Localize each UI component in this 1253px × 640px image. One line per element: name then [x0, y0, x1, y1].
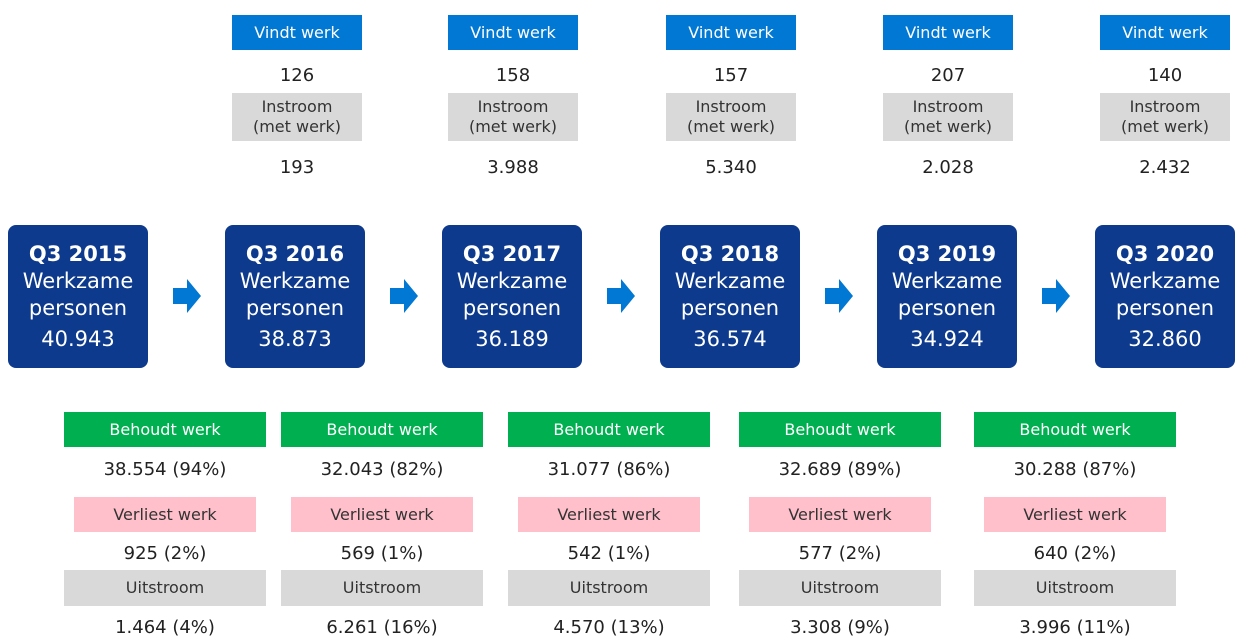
keep-label: Behoudt werk — [64, 412, 266, 447]
period-box: Q3 2016 Werkzame personen 38.873 — [225, 225, 365, 368]
period-box: Q3 2020 Werkzame personen 32.860 — [1095, 225, 1235, 368]
period-label: Werkzame personen — [891, 268, 1003, 320]
out-value: 3.308 (9%) — [790, 616, 890, 638]
lose-label: Verliest werk — [984, 497, 1166, 532]
period-label: Werkzame personen — [456, 268, 568, 320]
keep-value: 32.043 (82%) — [320, 458, 444, 480]
found-value: 157 — [713, 64, 749, 86]
out-label: Uitstroom — [974, 570, 1176, 606]
keep-label: Behoudt werk — [739, 412, 941, 447]
out-value: 3.996 (11%) — [1019, 616, 1131, 638]
out-value: 4.570 (13%) — [553, 616, 665, 638]
keep-label: Behoudt werk — [508, 412, 710, 447]
period-quarter: Q3 2016 — [245, 241, 345, 266]
out-label: Uitstroom — [64, 570, 266, 606]
lose-value: 569 (1%) — [340, 542, 424, 564]
arrow — [824, 279, 853, 313]
found-label: Vindt werk — [448, 15, 578, 50]
found-label: Vindt werk — [232, 15, 362, 50]
period-quarter: Q3 2018 — [680, 241, 780, 266]
out-value: 6.261 (16%) — [326, 616, 438, 638]
keep-label: Behoudt werk — [281, 412, 483, 447]
lose-label: Verliest werk — [749, 497, 931, 532]
out-value: 1.464 (4%) — [115, 616, 215, 638]
arrow — [172, 279, 201, 313]
found-label: Vindt werk — [883, 15, 1013, 50]
inflow-value: 193 — [279, 156, 315, 178]
out-label: Uitstroom — [739, 570, 941, 606]
keep-value: 32.689 (89%) — [778, 458, 902, 480]
period-label: Werkzame personen — [674, 268, 786, 320]
lose-value: 640 (2%) — [1033, 542, 1117, 564]
found-value: 126 — [279, 64, 315, 86]
inflow-label: Instroom (met werk) — [232, 93, 362, 141]
inflow-value: 3.988 — [487, 156, 539, 178]
lose-value: 542 (1%) — [567, 542, 651, 564]
inflow-value: 2.432 — [1139, 156, 1191, 178]
period-label: Werkzame personen — [22, 268, 134, 320]
period-value: 36.189 — [475, 326, 549, 351]
inflow-value: 5.340 — [705, 156, 757, 178]
keep-value: 31.077 (86%) — [547, 458, 671, 480]
period-box: Q3 2015 Werkzame personen 40.943 — [8, 225, 148, 368]
period-box: Q3 2019 Werkzame personen 34.924 — [877, 225, 1017, 368]
inflow-label: Instroom (met werk) — [883, 93, 1013, 141]
period-value: 38.873 — [258, 326, 332, 351]
inflow-label: Instroom (met werk) — [1100, 93, 1230, 141]
period-quarter: Q3 2020 — [1115, 241, 1215, 266]
lose-value: 577 (2%) — [798, 542, 882, 564]
out-label: Uitstroom — [508, 570, 710, 606]
period-quarter: Q3 2015 — [28, 241, 128, 266]
arrow — [1042, 279, 1070, 313]
out-label: Uitstroom — [281, 570, 483, 606]
keep-value: 30.288 (87%) — [1013, 458, 1137, 480]
period-value: 34.924 — [910, 326, 984, 351]
inflow-label: Instroom (met werk) — [666, 93, 796, 141]
found-value: 158 — [495, 64, 531, 86]
lose-label: Verliest werk — [291, 497, 473, 532]
lose-value: 925 (2%) — [123, 542, 207, 564]
lose-label: Verliest werk — [518, 497, 700, 532]
found-label: Vindt werk — [666, 15, 796, 50]
period-box: Q3 2017 Werkzame personen 36.189 — [442, 225, 582, 368]
period-value: 32.860 — [1128, 326, 1202, 351]
found-label: Vindt werk — [1100, 15, 1230, 50]
arrow — [607, 279, 635, 313]
period-quarter: Q3 2017 — [462, 241, 562, 266]
found-value: 207 — [930, 64, 966, 86]
found-value: 140 — [1147, 64, 1183, 86]
inflow-value: 2.028 — [922, 156, 974, 178]
period-value: 36.574 — [693, 326, 767, 351]
period-quarter: Q3 2019 — [897, 241, 997, 266]
keep-label: Behoudt werk — [974, 412, 1176, 447]
period-value: 40.943 — [41, 326, 115, 351]
arrow — [389, 279, 418, 313]
keep-value: 38.554 (94%) — [103, 458, 227, 480]
period-label: Werkzame personen — [239, 268, 351, 320]
period-box: Q3 2018 Werkzame personen 36.574 — [660, 225, 800, 368]
lose-label: Verliest werk — [74, 497, 256, 532]
inflow-label: Instroom (met werk) — [448, 93, 578, 141]
period-label: Werkzame personen — [1109, 268, 1221, 320]
